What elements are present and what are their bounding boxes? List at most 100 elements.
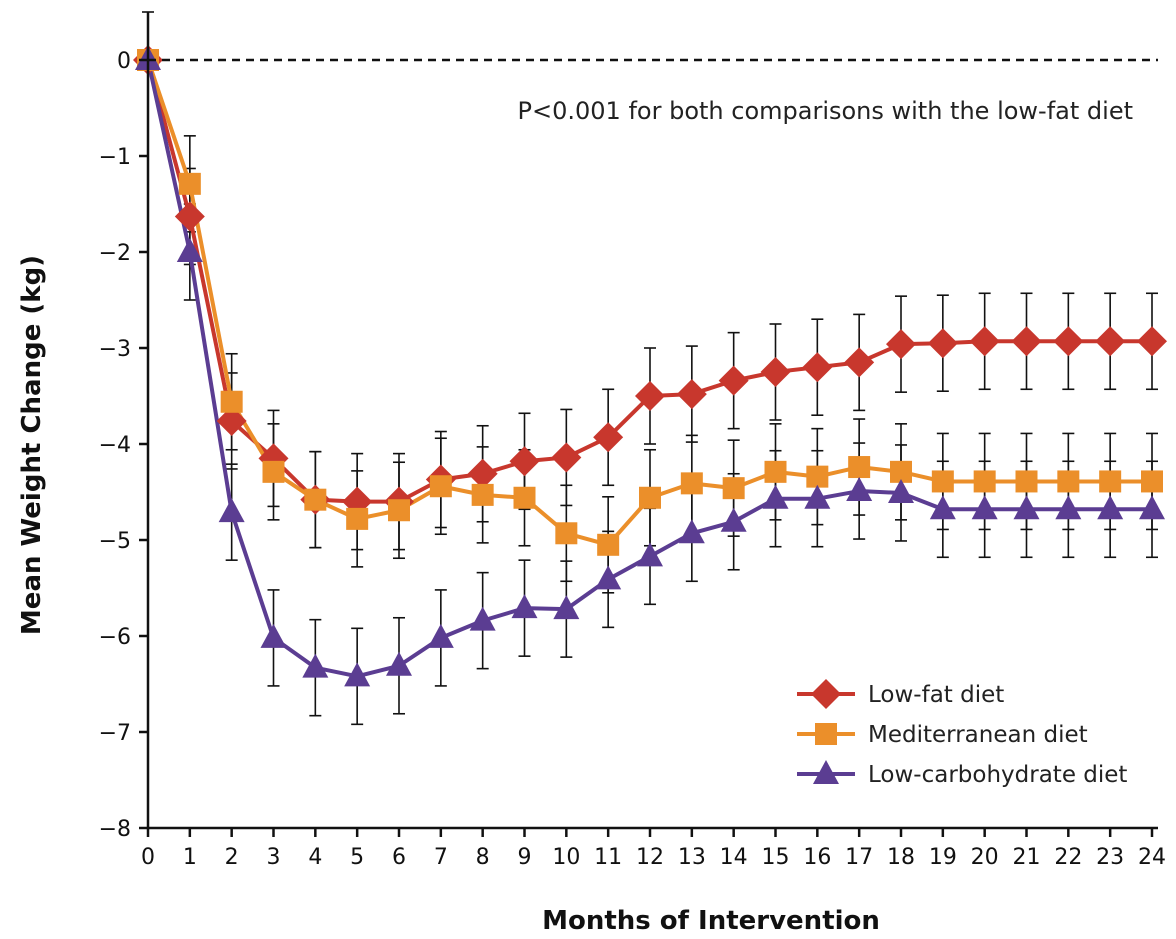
square-marker bbox=[722, 477, 745, 500]
y-axis-ticks: 0 −1 −2 −3 −4 −5 −6 −7 −8 bbox=[99, 49, 148, 842]
square-marker bbox=[471, 483, 494, 506]
triangle-marker bbox=[1055, 495, 1082, 520]
square-marker bbox=[597, 533, 620, 556]
diamond-marker bbox=[718, 365, 749, 396]
diamond-marker bbox=[593, 422, 624, 453]
x-tick-label: 0 bbox=[141, 845, 155, 870]
square-marker bbox=[513, 486, 536, 509]
diamond-marker bbox=[844, 347, 875, 378]
square-marker bbox=[429, 475, 452, 498]
square-marker bbox=[848, 456, 871, 479]
diamond-marker bbox=[886, 329, 916, 360]
x-tick-label: 3 bbox=[267, 845, 281, 870]
legend-triangle-marker bbox=[813, 760, 839, 784]
square-marker bbox=[1015, 470, 1038, 493]
y-tick-label: −5 bbox=[99, 529, 131, 554]
y-tick-label: −4 bbox=[99, 433, 131, 458]
x-tick-label: 24 bbox=[1138, 845, 1166, 870]
triangle-marker bbox=[1139, 495, 1165, 520]
triangle-marker bbox=[553, 595, 580, 620]
square-marker bbox=[1141, 470, 1163, 493]
x-tick-label: 14 bbox=[720, 845, 748, 870]
square-marker bbox=[262, 460, 285, 483]
diamond-marker bbox=[509, 446, 540, 477]
x-tick-label: 13 bbox=[678, 845, 706, 870]
diamond-marker bbox=[1011, 326, 1042, 357]
triangle-marker bbox=[427, 623, 454, 648]
triangle-marker bbox=[720, 507, 747, 532]
y-tick-label: −6 bbox=[99, 625, 131, 650]
x-tick-label: 22 bbox=[1054, 845, 1082, 870]
square-marker bbox=[1099, 470, 1122, 493]
x-tick-label: 8 bbox=[476, 845, 490, 870]
triangle-marker bbox=[846, 477, 873, 502]
triangle-marker bbox=[218, 498, 245, 523]
diamond-marker bbox=[760, 357, 791, 387]
square-marker bbox=[890, 460, 912, 483]
diamond-marker bbox=[802, 352, 833, 383]
triangle-marker bbox=[344, 662, 371, 687]
y-tick-label: −2 bbox=[99, 241, 131, 266]
square-marker bbox=[178, 172, 201, 195]
triangle-marker bbox=[637, 542, 663, 567]
square-marker bbox=[304, 488, 327, 511]
x-tick-label: 10 bbox=[552, 845, 580, 870]
square-marker bbox=[346, 507, 369, 530]
x-tick-label: 16 bbox=[803, 845, 831, 870]
square-marker bbox=[1057, 470, 1080, 493]
triangle-marker bbox=[678, 519, 705, 544]
diamond-marker bbox=[216, 405, 247, 436]
y-axis-title: Mean Weight Change (kg) bbox=[17, 255, 47, 635]
triangle-marker bbox=[762, 484, 789, 509]
x-tick-label: 11 bbox=[594, 845, 622, 870]
x-tick-label: 2 bbox=[225, 845, 239, 870]
diamond-marker bbox=[467, 458, 498, 489]
x-tick-label: 23 bbox=[1096, 845, 1124, 870]
x-tick-label: 18 bbox=[887, 845, 915, 870]
triangle-marker bbox=[1097, 495, 1124, 520]
legend-diamond-marker bbox=[811, 679, 841, 709]
y-tick-label: −7 bbox=[99, 721, 131, 746]
y-tick-label: 0 bbox=[117, 49, 131, 74]
square-marker bbox=[806, 465, 829, 488]
diamond-marker bbox=[174, 201, 205, 232]
x-tick-label: 1 bbox=[183, 845, 197, 870]
x-tick-label: 9 bbox=[518, 845, 532, 870]
triangle-marker bbox=[386, 651, 412, 676]
x-tick-label: 19 bbox=[929, 845, 957, 870]
y-tick-label: −8 bbox=[99, 817, 131, 842]
diamond-marker bbox=[676, 379, 707, 410]
diamond-marker bbox=[1137, 326, 1167, 357]
x-tick-label: 7 bbox=[434, 845, 448, 870]
x-tick-label: 20 bbox=[971, 845, 999, 870]
series-markers bbox=[133, 45, 1167, 687]
triangle-marker bbox=[302, 653, 329, 678]
legend-label: Low-carbohydrate diet bbox=[868, 762, 1127, 788]
x-axis-title: Months of Intervention bbox=[542, 906, 880, 936]
triangle-marker bbox=[888, 478, 914, 503]
diamond-marker bbox=[551, 442, 582, 473]
x-tick-label: 21 bbox=[1013, 845, 1041, 870]
triangle-marker bbox=[971, 495, 998, 520]
x-tick-label: 4 bbox=[308, 845, 322, 870]
triangle-marker bbox=[1013, 495, 1040, 520]
legend-square-marker bbox=[815, 723, 837, 745]
x-tick-label: 6 bbox=[392, 845, 406, 870]
triangle-marker bbox=[511, 594, 538, 619]
diamond-marker bbox=[1095, 326, 1126, 357]
diamond-marker bbox=[1053, 326, 1084, 357]
diamond-marker bbox=[969, 326, 1000, 357]
x-tick-label: 5 bbox=[350, 845, 364, 870]
square-marker bbox=[973, 470, 996, 493]
triangle-marker bbox=[176, 238, 203, 262]
x-tick-label: 17 bbox=[845, 845, 873, 870]
triangle-marker bbox=[929, 495, 956, 520]
x-tick-label: 12 bbox=[636, 845, 664, 870]
square-marker bbox=[764, 460, 787, 483]
diamond-marker bbox=[635, 381, 665, 411]
triangle-marker bbox=[260, 623, 287, 648]
legend-label: Mediterranean diet bbox=[868, 722, 1088, 748]
triangle-marker bbox=[804, 484, 831, 509]
diamond-marker bbox=[927, 328, 958, 359]
